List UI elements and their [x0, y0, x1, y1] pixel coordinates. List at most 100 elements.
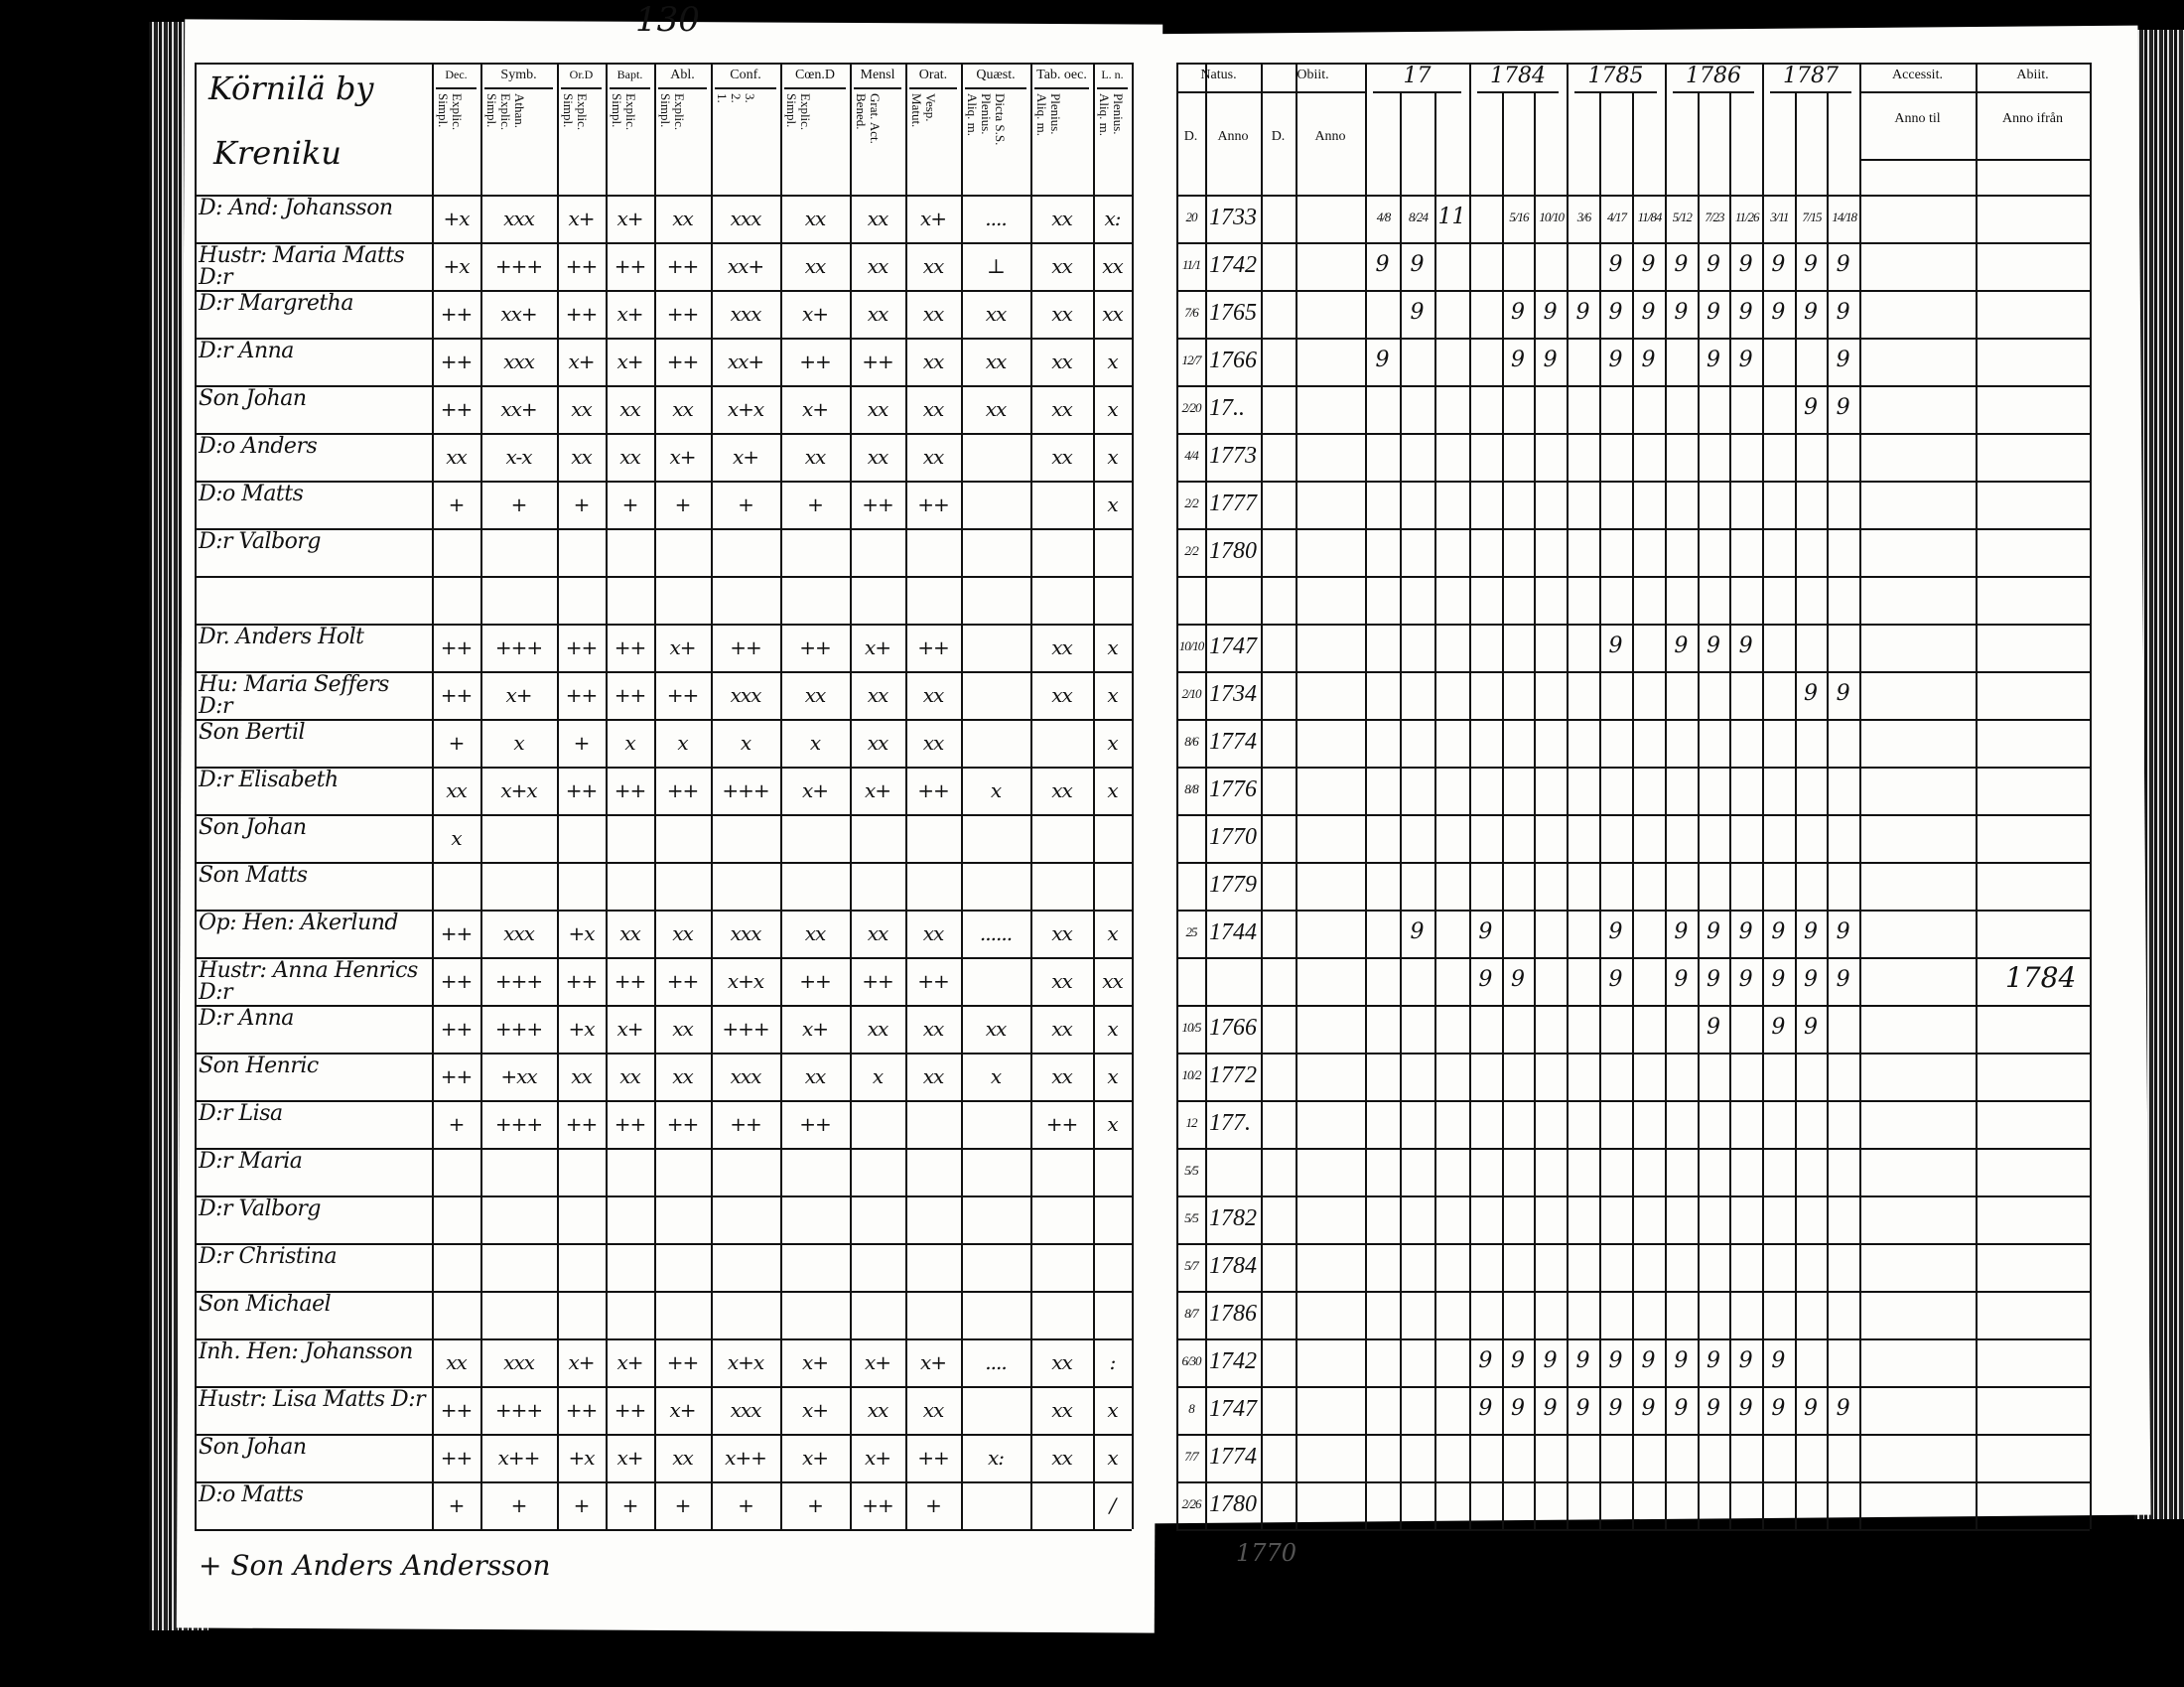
exam-mark: ++: [440, 350, 474, 373]
grid-line: [1296, 63, 1297, 1529]
grid-line: [195, 63, 1132, 65]
person-name: Op: Hen: Akerlund: [199, 911, 399, 935]
grid-line: [195, 862, 1132, 864]
exam-mark: +: [573, 731, 591, 755]
exam-mark: x: [513, 731, 524, 755]
column-subheader: Plenius. Aliq. m.: [1097, 93, 1126, 136]
birth-year: 1782: [1209, 1205, 1257, 1231]
grid-line: [1034, 87, 1089, 89]
grid-line: [1762, 63, 1764, 1529]
grid-line: [1176, 1291, 2090, 1293]
exam-attendance: 9: [1543, 300, 1558, 325]
birth-year: 1742: [1209, 252, 1257, 278]
exam-mark: ++: [666, 302, 700, 326]
exam-mark: x+: [568, 1350, 595, 1374]
exam-mark: xx: [867, 1017, 889, 1041]
exam-year-header: 1784: [1490, 64, 1546, 88]
exam-mark: x: [990, 778, 1002, 802]
exam-mark: x: [1107, 1064, 1118, 1088]
birth-year: 1780: [1209, 538, 1257, 564]
birth-year: 1776: [1209, 776, 1257, 802]
exam-mark: xx: [1051, 1017, 1073, 1041]
grid-line: [195, 481, 1132, 483]
grid-line: [1729, 91, 1732, 1529]
exam-attendance: 9: [1674, 1348, 1689, 1373]
grid-line: [961, 63, 963, 1529]
birth-year: 1780: [1209, 1491, 1257, 1517]
natus-day-header: D.: [1183, 129, 1198, 144]
exam-mark: ++: [565, 302, 599, 326]
exam-mark: xx: [867, 207, 889, 230]
exam-mark: x: [1107, 635, 1118, 659]
grid-line: [195, 1053, 1132, 1054]
exam-mark: xx: [619, 1064, 641, 1088]
exam-mark: x+: [864, 1446, 891, 1470]
birth-day: 10/2: [1181, 1067, 1201, 1082]
obiit-day-header: D.: [1271, 129, 1286, 144]
grid-line: [1176, 1243, 2090, 1245]
grid-line: [195, 624, 1132, 626]
exam-attendance: 9: [1478, 919, 1493, 944]
grid-line: [195, 1148, 1132, 1150]
grid-line: [561, 87, 602, 89]
exam-mark: ++: [862, 969, 894, 993]
grid-line: [195, 1434, 1132, 1436]
birth-day: 7/6: [1184, 305, 1199, 320]
exam-attendance: 11: [1437, 205, 1466, 229]
exam-mark: x++: [497, 1446, 541, 1470]
exam-attendance: 9: [1836, 348, 1850, 372]
grid-line: [195, 767, 1132, 769]
exam-attendance: 9: [1803, 395, 1818, 420]
exam-attendance: 9: [1706, 300, 1720, 325]
exam-mark: xx: [571, 445, 593, 469]
grid-line: [1567, 63, 1569, 1529]
exam-mark: +: [807, 492, 824, 516]
exam-mark: xxx: [730, 302, 762, 326]
exam-mark: xx: [922, 350, 945, 373]
obiit-year-header: Anno: [1314, 129, 1346, 144]
exam-mark: ++: [565, 778, 599, 802]
grid-line: [195, 576, 1132, 578]
exam-mark: xx: [867, 1398, 889, 1422]
exam-mark: ++: [799, 635, 832, 659]
person-name: Hustr: Maria Matts D:r: [199, 243, 405, 290]
exam-mark: +x: [568, 1017, 595, 1041]
exam-attendance: 9: [1410, 300, 1425, 325]
exam-mark: +: [674, 1493, 692, 1517]
exam-year-header: 1787: [1783, 64, 1839, 88]
grid-line: [1534, 91, 1537, 1529]
column-subheader: Dicta S.S. Plenius. Aliq. m.: [965, 93, 1008, 146]
exam-mark: ++: [614, 1112, 647, 1136]
grid-line: [654, 63, 656, 1529]
abiit-year: 1784: [2005, 961, 2077, 994]
exam-mark: +: [448, 1493, 466, 1517]
exam-mark: xx: [922, 397, 945, 421]
exam-year-header: 1786: [1686, 64, 1741, 88]
person-name: D:r Lisa: [199, 1101, 283, 1126]
exam-mark: x+: [801, 1017, 829, 1041]
person-name: Hustr: Lisa Matts D:r: [199, 1387, 426, 1412]
exam-mark: x+: [801, 397, 829, 421]
exam-mark: xx: [867, 683, 889, 707]
exam-attendance: 9: [1836, 395, 1850, 420]
person-name: Son Johan: [199, 815, 307, 840]
birth-day: 11/1: [1181, 257, 1201, 272]
exam-mark: xx: [867, 397, 889, 421]
grid-line: [195, 1100, 1132, 1102]
exam-attendance: 9: [1706, 348, 1720, 372]
exam-attendance: 9: [1608, 1348, 1623, 1373]
exam-attendance: 9: [1803, 1396, 1818, 1421]
person-name: Son Bertil: [199, 720, 306, 745]
exam-mark: +: [738, 1493, 754, 1517]
page-number: 130: [635, 0, 700, 40]
exam-mark: xx: [804, 921, 827, 945]
exam-attendance: 9: [1543, 348, 1558, 372]
exam-mark: ++: [666, 778, 700, 802]
grid-line: [965, 87, 1026, 89]
birth-year: 1786: [1209, 1301, 1257, 1327]
column-header: Symb.: [500, 68, 537, 82]
exam-mark: xx: [571, 1064, 593, 1088]
exam-mark: ++: [862, 350, 894, 373]
exam-mark: x: [451, 826, 462, 850]
exam-mark: x+: [669, 445, 696, 469]
